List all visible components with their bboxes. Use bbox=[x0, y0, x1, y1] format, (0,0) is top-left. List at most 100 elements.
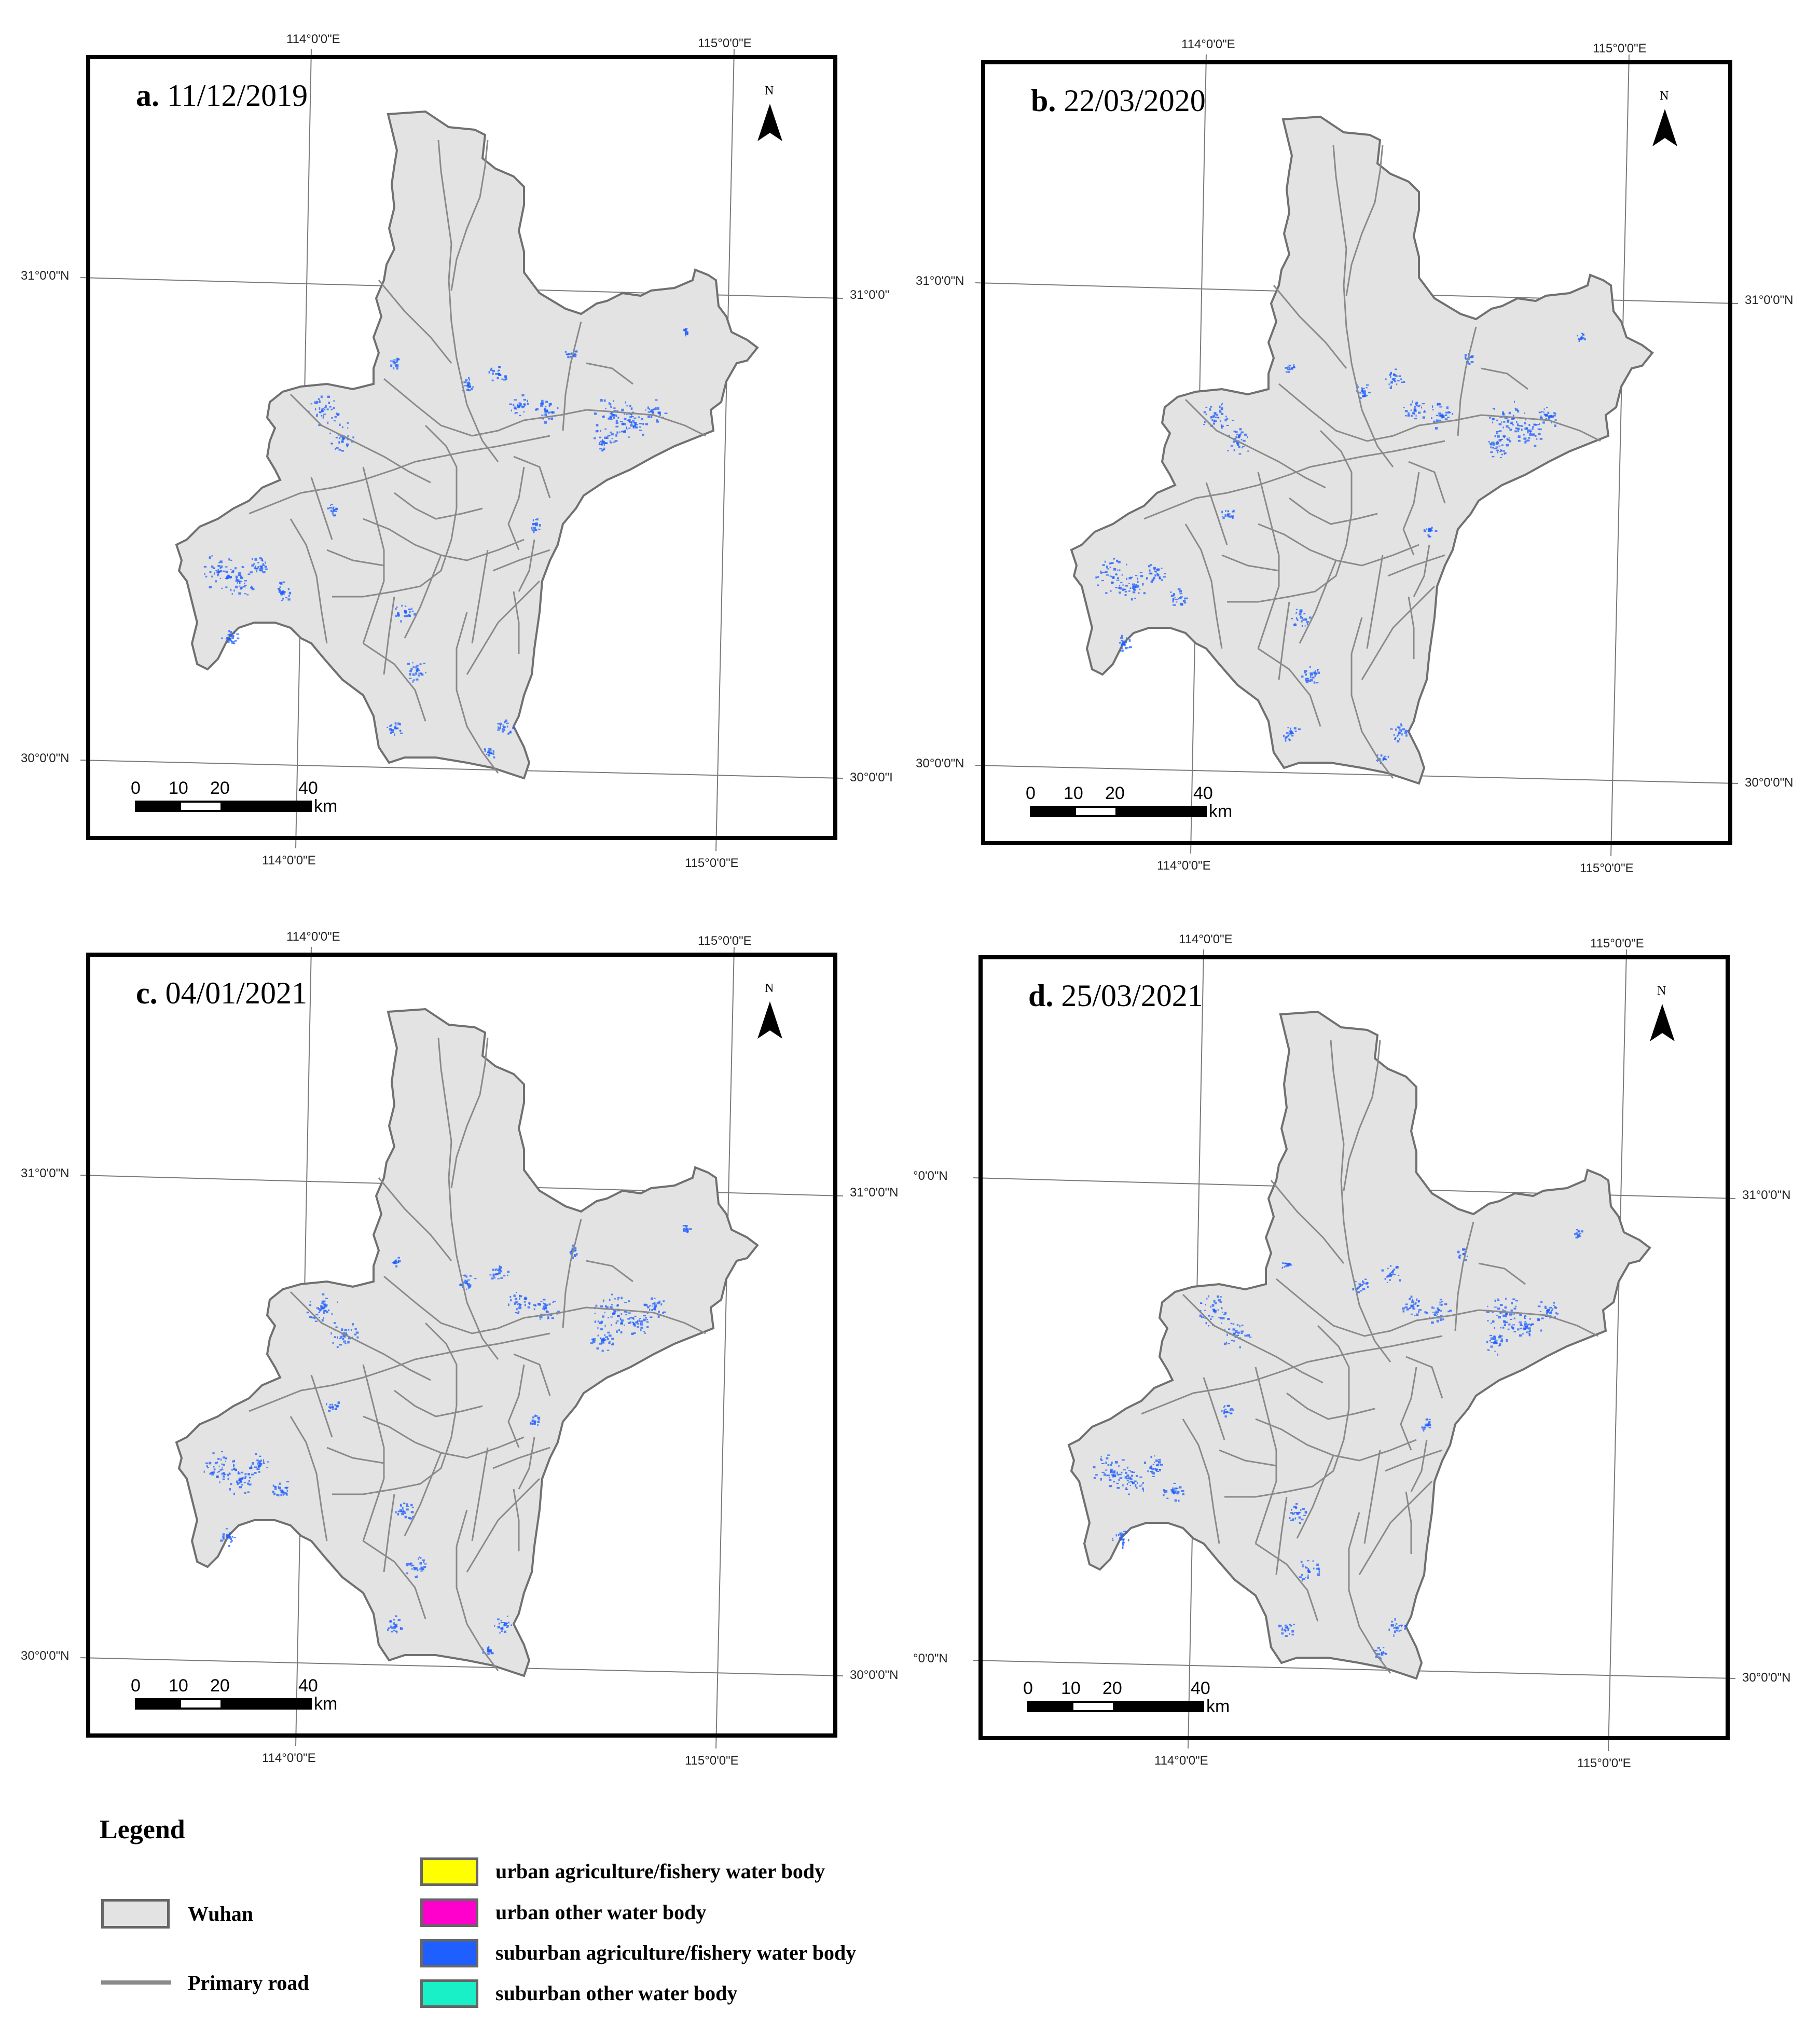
panel-title: c. 04/01/2021 bbox=[136, 975, 307, 1011]
top-lon-label-115: 115°0'0"E bbox=[698, 934, 752, 948]
water-body-layer bbox=[203, 1225, 692, 1655]
scale-tick-label: 40 bbox=[298, 1676, 318, 1696]
north-label: N bbox=[1660, 89, 1669, 103]
north-label: N bbox=[765, 84, 774, 98]
left-lat-label-31: 31°0'0"N bbox=[21, 269, 70, 283]
panel-date: 25/03/2021 bbox=[1061, 979, 1203, 1013]
north-label: N bbox=[1657, 984, 1666, 998]
north-arrow-icon bbox=[1650, 1004, 1675, 1041]
scale-unit-label: km bbox=[1209, 802, 1233, 821]
legend-swatch-road bbox=[101, 1980, 171, 1985]
scale-tick-label: 20 bbox=[1105, 783, 1125, 803]
left-lat-label-31: °0'0"N bbox=[913, 1169, 948, 1183]
scale-tick-label: 0 bbox=[131, 1676, 141, 1696]
north-arrow-icon bbox=[757, 1001, 782, 1039]
panel-letter: c. bbox=[136, 976, 158, 1010]
scale-tick-label: 40 bbox=[1191, 1678, 1210, 1698]
map-canvas bbox=[80, 946, 844, 1749]
top-lon-label-114: 114°0'0"E bbox=[1181, 37, 1235, 51]
top-lon-label-114: 114°0'0"E bbox=[286, 32, 340, 46]
right-lat-label-31: 31°0'0"N bbox=[1745, 293, 1794, 307]
scale-unit-label: km bbox=[1206, 1697, 1230, 1716]
right-lat-label-31: 31°0'0" bbox=[850, 288, 890, 302]
bottom-lon-label-115: 115°0'0"E bbox=[685, 856, 739, 870]
scale-unit-label: km bbox=[314, 796, 338, 816]
panel-letter: a. bbox=[136, 78, 159, 113]
scale-tick-label: 10 bbox=[1064, 783, 1083, 803]
left-lat-label-30: 30°0'0"N bbox=[21, 751, 70, 765]
scale-bar bbox=[135, 801, 312, 812]
wuhan-boundary bbox=[175, 110, 759, 780]
panel-title: a. 11/12/2019 bbox=[136, 78, 308, 114]
left-lat-label-31: 31°0'0"N bbox=[21, 1166, 70, 1180]
map-frame bbox=[978, 955, 1730, 1740]
map-canvas bbox=[80, 49, 844, 851]
left-lat-label-30: 30°0'0"N bbox=[916, 756, 964, 770]
north-arrow-icon bbox=[757, 104, 782, 141]
legend-swatch-urban-agri bbox=[420, 1857, 478, 1886]
scale-tick-label: 0 bbox=[1026, 783, 1036, 803]
legend-label-urban-agri: urban agriculture/fishery water body bbox=[495, 1860, 825, 1883]
scale-bar bbox=[135, 1698, 312, 1710]
panel-title: b. 22/03/2020 bbox=[1031, 83, 1206, 119]
legend-swatch-urban-other bbox=[420, 1898, 478, 1927]
legend-label-wuhan: Wuhan bbox=[188, 1902, 254, 1925]
bottom-lon-label-114: 114°0'0"E bbox=[262, 1751, 316, 1765]
water-body-layer bbox=[1093, 1229, 1583, 1660]
right-lat-label-30: 30°0'0"N bbox=[850, 1668, 899, 1682]
map-frame bbox=[981, 60, 1732, 845]
graticule-30n bbox=[972, 1660, 1736, 1679]
legend-swatch-wuhan bbox=[101, 1899, 170, 1929]
top-lon-label-115: 115°0'0"E bbox=[1590, 937, 1644, 951]
left-lat-label-30: 30°0'0"N bbox=[21, 1649, 70, 1663]
bottom-lon-label-115: 115°0'0"E bbox=[1580, 861, 1634, 875]
graticule-30n bbox=[975, 765, 1739, 784]
graticule-115e bbox=[1608, 949, 1627, 1752]
legend-swatch-suburban-agri bbox=[420, 1939, 478, 1967]
map-panel-a: a. 11/12/2019 114°0'0"E 115°0'0"E 114°0'0"E… bbox=[0, 0, 893, 870]
right-lat-label-30: 30°0'0"N bbox=[1742, 1671, 1791, 1685]
scale-tick-label: 40 bbox=[298, 778, 318, 798]
primary-road-layer bbox=[249, 140, 706, 774]
panel-date: 04/01/2021 bbox=[165, 976, 307, 1010]
map-canvas bbox=[975, 54, 1739, 857]
scale-bar bbox=[1027, 1701, 1204, 1712]
graticule-115e bbox=[715, 49, 735, 851]
map-panel-b: b. 22/03/2020 114°0'0"E 115°0'0"E 114°0'0"E… bbox=[895, 5, 1793, 875]
primary-road-layer bbox=[1141, 1040, 1598, 1674]
wuhan-boundary bbox=[1070, 115, 1654, 785]
bottom-lon-label-115: 115°0'0"E bbox=[685, 1754, 739, 1768]
panel-letter: d. bbox=[1028, 979, 1054, 1013]
map-frame bbox=[86, 55, 837, 840]
right-lat-label-30: 30°0'0"N bbox=[1745, 776, 1794, 790]
wuhan-boundary bbox=[175, 1008, 759, 1677]
map-panel-c: c. 04/01/2021 114°0'0"E 115°0'0"E 114°0'0"E… bbox=[0, 898, 898, 1768]
scale-tick-label: 20 bbox=[210, 1676, 230, 1696]
panel-letter: b. bbox=[1031, 84, 1056, 118]
panel-date: 22/03/2020 bbox=[1064, 84, 1206, 118]
north-label: N bbox=[765, 982, 774, 995]
graticule-115e bbox=[715, 946, 735, 1749]
panel-date: 11/12/2019 bbox=[167, 78, 308, 113]
top-lon-label-115: 115°0'0"E bbox=[1593, 42, 1647, 56]
left-lat-label-30: °0'0"N bbox=[913, 1651, 948, 1665]
primary-road-layer bbox=[249, 1037, 706, 1671]
north-arrow-icon bbox=[1652, 109, 1677, 146]
wuhan-boundary bbox=[1067, 1010, 1651, 1680]
legend-label-road: Primary road bbox=[188, 1971, 309, 1994]
legend-label-suburban-other: suburban other water body bbox=[495, 1981, 738, 2005]
legend-swatch-suburban-other bbox=[420, 1979, 478, 2008]
graticule-30n bbox=[80, 1657, 844, 1676]
bottom-lon-label-115: 115°0'0"E bbox=[1577, 1756, 1631, 1770]
graticule-115e bbox=[1610, 54, 1630, 857]
right-lat-label-31: 31°0'0"N bbox=[850, 1186, 899, 1200]
scale-tick-label: 0 bbox=[1023, 1678, 1033, 1698]
scale-tick-label: 20 bbox=[1102, 1678, 1122, 1698]
bottom-lon-label-114: 114°0'0"E bbox=[1154, 1754, 1208, 1768]
map-panel-d: d. 25/03/2021 114°0'0"E 115°0'0"E 114°0'0"E… bbox=[892, 900, 1790, 1770]
top-lon-label-114: 114°0'0"E bbox=[286, 930, 340, 944]
scale-tick-label: 10 bbox=[1061, 1678, 1081, 1698]
right-lat-label-31: 31°0'0"N bbox=[1742, 1188, 1791, 1202]
scale-unit-label: km bbox=[314, 1694, 338, 1714]
top-lon-label-115: 115°0'0"E bbox=[698, 36, 752, 50]
